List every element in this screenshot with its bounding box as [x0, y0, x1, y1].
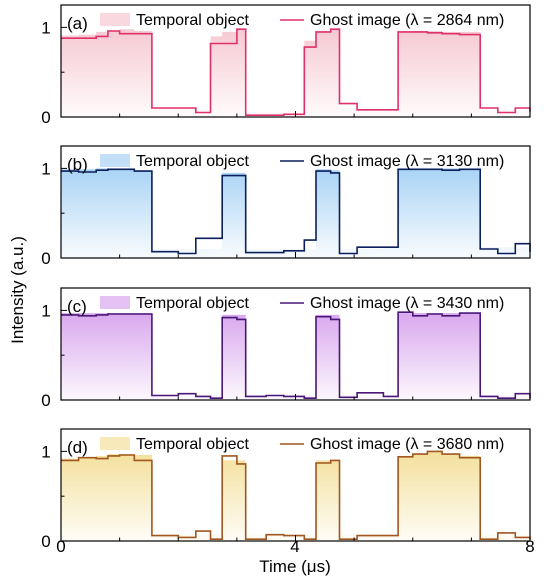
y-tick-label-d-1: 1 [41, 442, 50, 461]
legend-label-temporal-object-d: Temporal object [136, 436, 250, 453]
y-tick-label-b-0: 0 [41, 249, 50, 268]
legend-label-ghost-image-b: Ghost image (λ = 3130 nm) [310, 153, 504, 170]
panel-d: 0 1 (d) Temporal object Ghost image (λ = 368… [41, 428, 531, 551]
y-tick-label-c-1: 1 [41, 301, 50, 320]
ghost-image-line-d [61, 450, 531, 540]
panel-c: 0 1 (c) Temporal object Ghost image (λ = 343… [41, 287, 531, 410]
ghost-image-line-a [61, 28, 531, 116]
legend-label-ghost-image-c: Ghost image (λ = 3430 nm) [310, 295, 504, 312]
ghost-image-line-b [61, 168, 531, 255]
y-tick-label-d-0: 0 [41, 532, 50, 551]
ghost-image-line-c [61, 311, 531, 399]
panel-label-b: (b) [67, 155, 88, 174]
temporal-object-area-b [61, 168, 530, 258]
y-axis-label: Intensity (a.u.) [8, 236, 27, 344]
temporal-object-area-a [61, 29, 530, 118]
legend-d: Temporal object Ghost image (λ = 3680 nm) [100, 436, 504, 453]
legend-c: Temporal object Ghost image (λ = 3430 nm) [100, 295, 504, 312]
legend-a: Temporal object Ghost image (λ = 2864 nm) [100, 12, 504, 29]
y-tick-label-b-1: 1 [41, 159, 50, 178]
temporal-object-area-c [61, 313, 530, 400]
panel-label-d: (d) [67, 438, 88, 457]
legend-label-temporal-object-c: Temporal object [136, 295, 250, 312]
temporal-object-area-d [61, 452, 530, 541]
legend-b: Temporal object Ghost image (λ = 3130 nm) [100, 153, 504, 170]
y-tick-label-a-1: 1 [41, 18, 50, 37]
panel-a: 0 1 (a) Temporal object Ghost image (λ = 286… [41, 4, 531, 127]
y-tick-label-c-0: 0 [41, 391, 50, 410]
legend-label-temporal-object-b: Temporal object [136, 153, 250, 170]
x-axis-label: Time (μs) [259, 557, 331, 576]
x-tick-label-4: 4 [290, 537, 299, 556]
x-tick-label-0: 0 [56, 537, 65, 556]
legend-swatch-temporal-object-a [100, 13, 130, 26]
legend-swatch-temporal-object-b [100, 154, 130, 167]
legend-label-ghost-image-d: Ghost image (λ = 3680 nm) [310, 436, 504, 453]
panel-label-a: (a) [67, 14, 88, 33]
legend-swatch-temporal-object-c [100, 296, 130, 309]
y-tick-label-a-0: 0 [41, 108, 50, 127]
legend-swatch-temporal-object-d [100, 437, 130, 450]
legend-label-temporal-object-a: Temporal object [136, 12, 250, 29]
panel-label-c: (c) [67, 297, 87, 316]
panel-b: 0 1 (b) Temporal object Ghost image (λ = 313… [41, 145, 531, 268]
legend-label-ghost-image-a: Ghost image (λ = 2864 nm) [310, 12, 504, 29]
x-tick-label-8: 8 [525, 537, 534, 556]
